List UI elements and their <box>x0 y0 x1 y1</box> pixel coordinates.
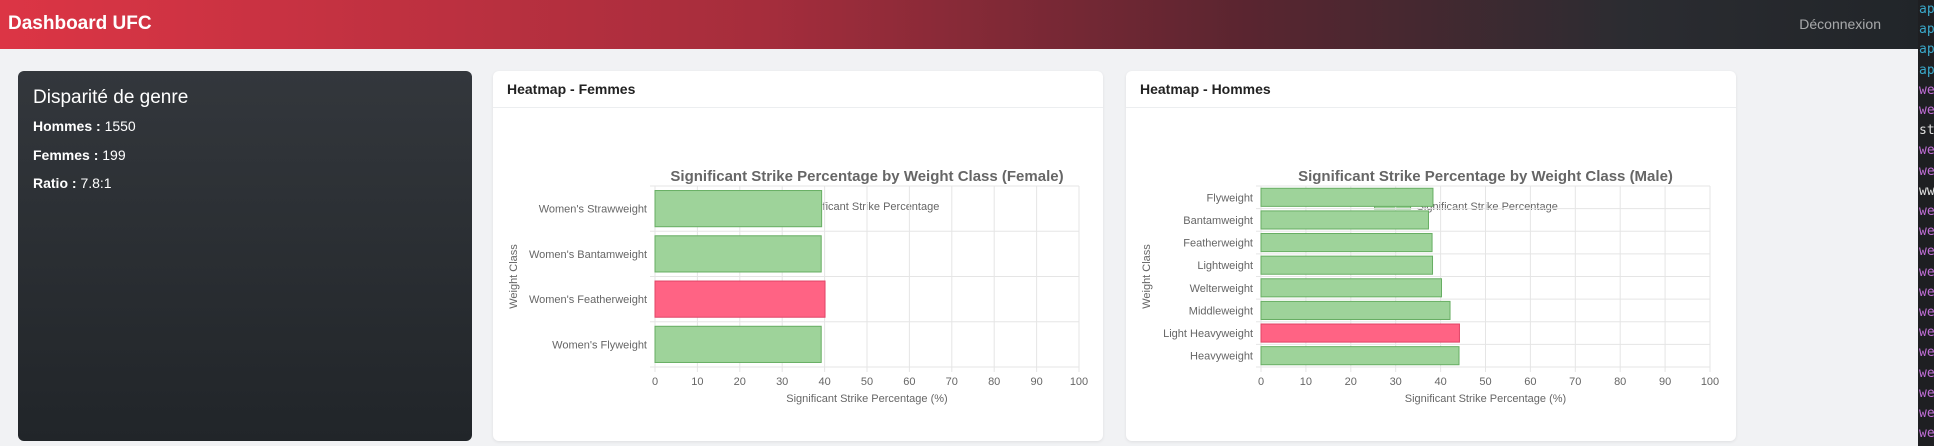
code-line: we <box>1919 406 1934 422</box>
code-line: we <box>1919 345 1934 361</box>
x-tick-label: 70 <box>1569 376 1581 388</box>
male-card-header: Heatmap - Hommes <box>1126 71 1736 108</box>
gender-disparity-card: Disparité de genre Hommes : 1550 Femmes … <box>18 71 472 441</box>
code-line: we <box>1919 325 1934 341</box>
legend-label: Significant Strike Percentage <box>1417 201 1558 213</box>
ratio-value: 7.8:1 <box>80 175 112 191</box>
code-line: ap <box>1919 62 1934 78</box>
female-chart: Significant Strike Percentage by Weight … <box>508 168 1088 405</box>
y-axis-label: Weight Class <box>1141 244 1153 309</box>
bar <box>654 235 822 273</box>
logout-link[interactable]: Déconnexion <box>1799 16 1881 32</box>
x-tick-label: 90 <box>1659 376 1671 388</box>
x-tick-label: 100 <box>1701 376 1719 388</box>
x-tick-label: 20 <box>1345 376 1357 388</box>
bar <box>1260 210 1429 230</box>
gender-card-title: Disparité de genre <box>33 87 189 108</box>
navbar: Dashboard UFC Déconnexion <box>0 0 1918 49</box>
x-tick-label: 70 <box>946 376 958 388</box>
ratio-stat: Ratio : 7.8:1 <box>33 175 112 191</box>
x-tick-label: 100 <box>1070 376 1088 388</box>
male-heatmap-card: Heatmap - Hommes Significant Strike Perc… <box>1126 71 1736 441</box>
men-value: 1550 <box>104 118 136 134</box>
x-tick-label: 0 <box>1258 376 1264 388</box>
male-chart: Significant Strike Percentage by Weight … <box>1141 168 1719 405</box>
x-tick-label: 80 <box>1614 376 1626 388</box>
y-tick-label: Featherweight <box>1183 238 1253 250</box>
bar <box>654 325 822 363</box>
y-tick-label: Middleweight <box>1189 305 1253 317</box>
x-tick-label: 20 <box>734 376 746 388</box>
navbar-brand[interactable]: Dashboard UFC <box>8 13 152 34</box>
y-tick-label: Lightweight <box>1197 260 1253 272</box>
code-line: we <box>1919 426 1934 442</box>
y-tick-label: Flyweight <box>1207 192 1253 204</box>
bar <box>1260 187 1434 207</box>
code-line: ww <box>1919 183 1934 199</box>
x-axis-label: Significant Strike Percentage (%) <box>786 393 947 405</box>
women-label: Femmes : <box>33 147 99 163</box>
code-line: st <box>1919 123 1934 139</box>
x-tick-label: 60 <box>1524 376 1536 388</box>
y-tick-label: Welterweight <box>1190 283 1253 295</box>
x-tick-label: 10 <box>691 376 703 388</box>
y-tick-label: Women's Featherweight <box>529 294 647 306</box>
y-axis-label: Weight Class <box>508 244 520 309</box>
code-line: we <box>1919 244 1934 260</box>
legend-label: Significant Strike Percentage <box>798 201 939 213</box>
men-label: Hommes : <box>33 118 101 134</box>
x-axis-label: Significant Strike Percentage (%) <box>1405 393 1566 405</box>
bar <box>1260 300 1451 320</box>
code-line: ap <box>1919 42 1934 58</box>
bar <box>1260 255 1434 275</box>
ratio-label: Ratio : <box>33 175 77 191</box>
code-line: we <box>1919 163 1934 179</box>
bar <box>654 280 826 318</box>
y-tick-label: Bantamweight <box>1183 215 1253 227</box>
code-line: ap <box>1919 22 1934 38</box>
women-stat: Femmes : 199 <box>33 147 126 163</box>
x-tick-label: 60 <box>903 376 915 388</box>
code-line: we <box>1919 305 1934 321</box>
code-line: ap <box>1919 2 1934 17</box>
code-editor-strip: ap ap ap ap we we st we we ww we we we we we we we we we we… <box>1918 0 1934 446</box>
men-stat: Hommes : 1550 <box>33 118 136 134</box>
x-tick-label: 80 <box>988 376 1000 388</box>
code-line: we <box>1919 143 1934 159</box>
x-tick-label: 0 <box>652 376 658 388</box>
x-tick-label: 30 <box>776 376 788 388</box>
code-line: we <box>1919 224 1934 240</box>
y-tick-label: Women's Flyweight <box>552 339 647 351</box>
x-tick-label: 30 <box>1390 376 1402 388</box>
code-line: we <box>1919 204 1934 220</box>
x-tick-label: 10 <box>1300 376 1312 388</box>
bar <box>1260 278 1442 298</box>
x-tick-label: 50 <box>861 376 873 388</box>
y-tick-label: Heavyweight <box>1190 351 1253 363</box>
y-tick-label: Women's Bantamweight <box>529 249 647 261</box>
code-line: we <box>1919 365 1934 381</box>
chart-title: Significant Strike Percentage by Weight … <box>1298 168 1673 185</box>
chart-title: Significant Strike Percentage by Weight … <box>670 168 1063 185</box>
bar <box>654 190 823 228</box>
bar <box>1260 346 1460 366</box>
code-line: we <box>1919 264 1934 280</box>
code-line: we <box>1919 385 1934 401</box>
y-tick-label: Women's Strawweight <box>539 204 647 216</box>
female-card-header: Heatmap - Femmes <box>493 71 1103 108</box>
y-tick-label: Light Heavyweight <box>1163 328 1253 340</box>
x-tick-label: 40 <box>1434 376 1446 388</box>
x-tick-label: 90 <box>1030 376 1042 388</box>
x-tick-label: 40 <box>818 376 830 388</box>
code-line: we <box>1919 103 1934 119</box>
women-value: 199 <box>102 147 126 163</box>
female-heatmap-card: Heatmap - Femmes Significant Strike Perc… <box>493 71 1103 441</box>
code-line: we <box>1919 284 1934 300</box>
code-line: we <box>1919 82 1934 98</box>
bar <box>1260 233 1433 253</box>
x-tick-label: 50 <box>1479 376 1491 388</box>
bar <box>1260 323 1460 343</box>
